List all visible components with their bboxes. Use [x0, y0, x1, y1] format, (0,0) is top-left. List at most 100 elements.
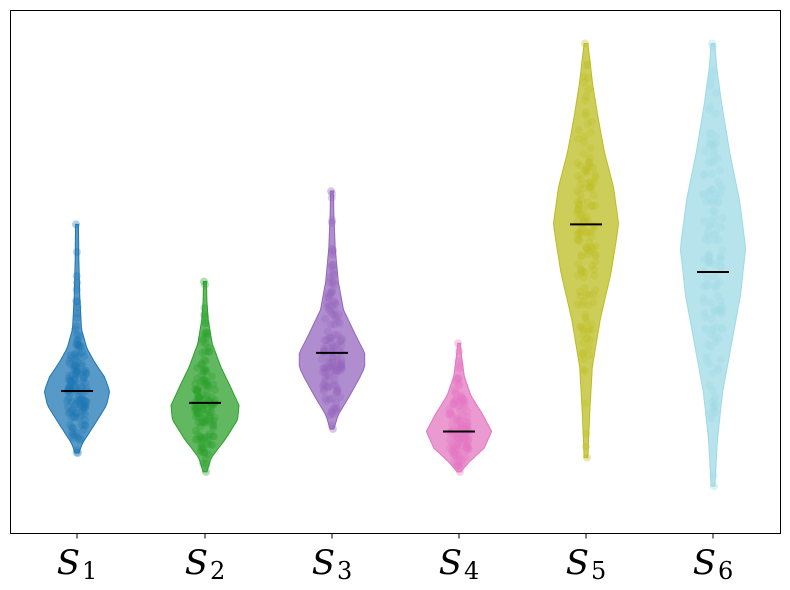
data-point [324, 358, 333, 367]
data-point [702, 198, 711, 206]
data-point [323, 327, 332, 336]
data-point [709, 324, 718, 333]
data-point [76, 349, 85, 358]
data-point [193, 387, 202, 396]
data-point [581, 96, 590, 105]
data-point [79, 403, 88, 412]
data-point [703, 356, 712, 365]
data-point [333, 317, 342, 326]
data-point [72, 348, 81, 357]
data-point [73, 313, 82, 322]
data-point [451, 430, 460, 439]
data-point [332, 365, 341, 374]
data-point [203, 386, 212, 395]
data-point [326, 320, 335, 329]
data-point [204, 347, 213, 356]
data-point [336, 337, 345, 346]
data-point [714, 334, 723, 343]
x-tick-label-6: S6 [693, 543, 734, 585]
data-point [201, 340, 210, 349]
data-point [445, 409, 454, 418]
data-point [450, 448, 459, 457]
data-point [337, 362, 346, 371]
x-tick-label-1: S1 [57, 543, 98, 585]
data-point [81, 416, 90, 425]
data-point [78, 347, 87, 356]
data-point [715, 277, 724, 286]
data-point [460, 396, 469, 404]
data-point [452, 395, 460, 404]
data-point [208, 441, 217, 450]
data-point [200, 375, 209, 384]
data-point [449, 445, 458, 454]
data-point [703, 281, 712, 290]
data-point [327, 262, 336, 271]
data-point [453, 443, 462, 452]
data-point [199, 444, 208, 453]
data-point [454, 460, 462, 469]
data-point [705, 140, 714, 149]
data-point [583, 334, 592, 343]
data-point [209, 421, 217, 430]
data-point [579, 365, 588, 374]
data-point [584, 343, 593, 352]
data-point [580, 138, 589, 147]
data-point [192, 404, 201, 413]
data-point [68, 378, 77, 387]
data-point [73, 358, 82, 366]
data-point [80, 397, 89, 406]
data-point [580, 184, 589, 193]
data-point [585, 336, 594, 345]
data-point [319, 347, 328, 356]
data-point [72, 367, 81, 376]
data-point [464, 445, 473, 454]
data-point [70, 365, 79, 374]
data-point [581, 167, 590, 175]
data-point [713, 199, 722, 208]
data-point [451, 388, 460, 397]
data-point [588, 244, 597, 253]
data-point [72, 428, 81, 437]
data-point [579, 149, 588, 158]
data-point [72, 220, 80, 229]
data-point [68, 423, 77, 432]
data-point [64, 394, 73, 403]
data-point [581, 111, 590, 120]
data-point [65, 376, 73, 385]
data-point [329, 342, 338, 351]
data-point [66, 421, 74, 430]
data-point [326, 359, 335, 368]
data-point [706, 81, 715, 90]
data-point [448, 439, 456, 448]
data-point [709, 151, 718, 160]
data-point [331, 300, 340, 309]
data-point [73, 330, 82, 339]
data-point [201, 318, 210, 327]
data-point [581, 108, 590, 117]
data-point [72, 448, 81, 457]
data-point [200, 375, 208, 384]
data-point [197, 440, 206, 449]
data-point [202, 333, 211, 342]
data-point [708, 42, 717, 51]
data-point [201, 319, 210, 328]
data-point [461, 423, 470, 432]
data-point [200, 330, 209, 339]
data-point [453, 462, 462, 471]
data-point [583, 229, 591, 238]
data-point [701, 325, 710, 334]
data-point [451, 451, 460, 460]
data-point [200, 364, 209, 373]
data-point [73, 336, 82, 345]
data-point [328, 261, 337, 269]
data-point [202, 460, 211, 468]
data-point [75, 370, 84, 379]
data-point [328, 279, 337, 288]
data-point [463, 443, 472, 452]
data-point [707, 141, 716, 150]
data-point [327, 408, 336, 417]
data-point [710, 307, 719, 316]
data-point [329, 277, 338, 286]
data-point [451, 443, 460, 452]
data-point [332, 313, 341, 322]
